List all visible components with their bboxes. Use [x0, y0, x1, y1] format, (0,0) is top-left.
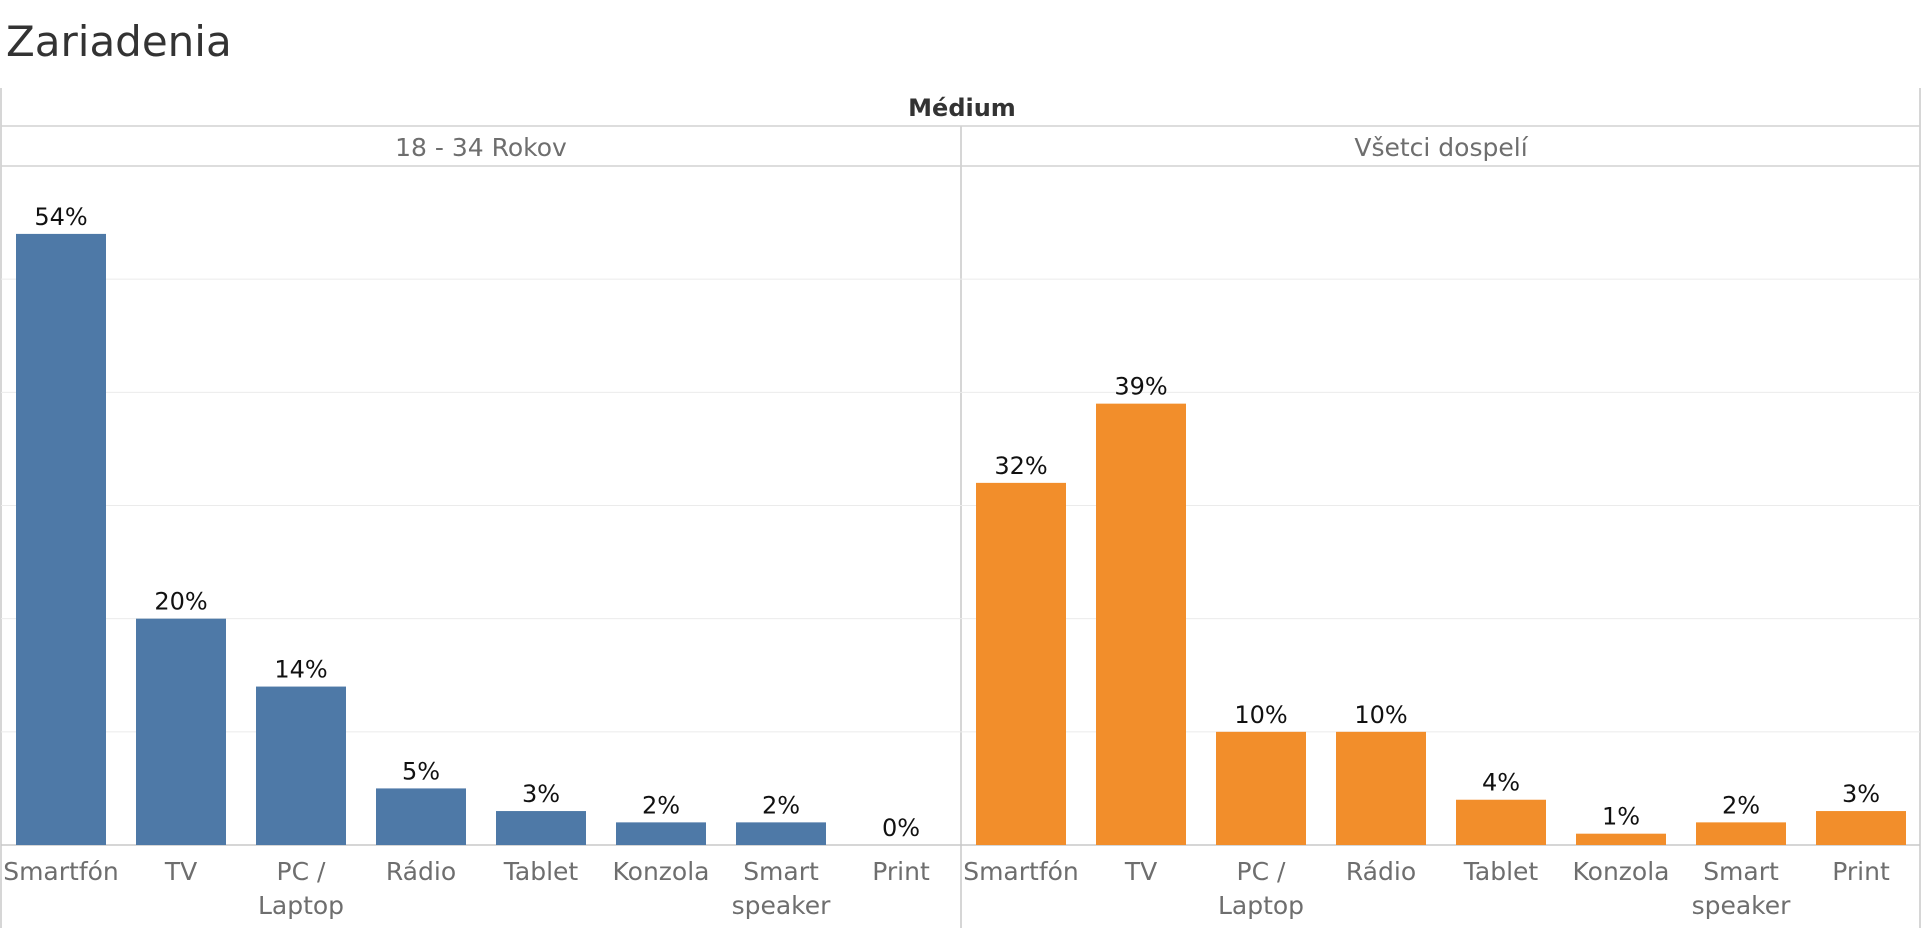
data-label: 4% — [1482, 769, 1520, 797]
bar[interactable] — [496, 811, 586, 845]
bar[interactable] — [1816, 811, 1906, 845]
category-label: PC / Laptop — [1218, 857, 1304, 920]
category-label: Print — [872, 857, 930, 886]
category-label: Print — [1832, 857, 1890, 886]
category-label: Smart speaker — [732, 857, 832, 920]
bar[interactable] — [736, 822, 826, 845]
category-label: Tablet — [1463, 857, 1539, 886]
data-label: 20% — [154, 588, 207, 616]
data-label: 3% — [522, 780, 560, 808]
chart-panels: 18 - 34 Rokov 54% Smartfón 20% TV 14% PC / Lapt… — [3, 133, 1906, 920]
data-label: 1% — [1602, 803, 1640, 831]
bar[interactable] — [16, 233, 106, 845]
category-label: Konzola — [613, 857, 710, 886]
bar[interactable] — [1696, 822, 1786, 845]
bar[interactable] — [1456, 799, 1546, 845]
panel-2: Všetci dospelí 32% Smartfón 39% TV 10% PC / Lap… — [963, 133, 1906, 920]
category-label: PC / Laptop — [258, 857, 344, 920]
data-label: 10% — [1354, 701, 1407, 729]
bar[interactable] — [136, 618, 226, 845]
bar[interactable] — [1336, 731, 1426, 845]
data-label: 0% — [882, 814, 920, 842]
panel-label: Všetci dospelí — [1354, 133, 1528, 162]
panel-1: 18 - 34 Rokov 54% Smartfón 20% TV 14% PC / Lapt… — [3, 133, 930, 920]
bar[interactable] — [1216, 731, 1306, 845]
chart-title: Zariadenia — [6, 17, 232, 66]
category-label: Rádio — [1346, 857, 1416, 886]
column-header: Médium — [908, 94, 1016, 122]
category-label: Konzola — [1573, 857, 1670, 886]
category-label: Tablet — [503, 857, 579, 886]
category-label: Smartfón — [3, 857, 119, 886]
bar[interactable] — [976, 482, 1066, 845]
data-label: 10% — [1234, 701, 1287, 729]
category-label: Smart speaker — [1692, 857, 1792, 920]
bar[interactable] — [616, 822, 706, 845]
data-label: 14% — [274, 656, 327, 684]
data-label: 5% — [402, 757, 440, 785]
data-label: 32% — [994, 452, 1047, 480]
data-label: 39% — [1114, 373, 1167, 401]
category-label: TV — [1124, 857, 1157, 886]
data-label: 2% — [1722, 791, 1760, 819]
category-label: Smartfón — [963, 857, 1079, 886]
bar[interactable] — [256, 686, 346, 845]
data-label: 2% — [762, 791, 800, 819]
category-label: TV — [164, 857, 197, 886]
data-label: 2% — [642, 791, 680, 819]
bar[interactable] — [1576, 833, 1666, 845]
category-label: Rádio — [386, 857, 456, 886]
data-label: 3% — [1842, 780, 1880, 808]
bar[interactable] — [1096, 403, 1186, 845]
bar[interactable] — [376, 788, 466, 845]
panel-label: 18 - 34 Rokov — [395, 133, 567, 162]
data-label: 54% — [34, 203, 87, 231]
